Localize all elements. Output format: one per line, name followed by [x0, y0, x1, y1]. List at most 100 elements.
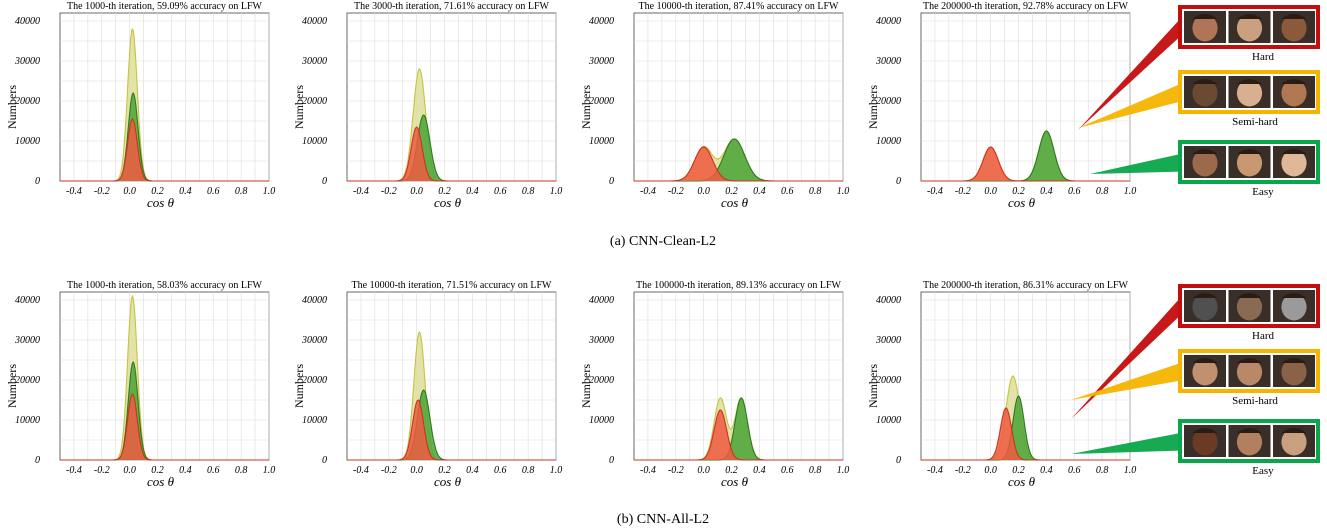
hair-shape [1192, 428, 1218, 433]
y-tick-label: 30000 [301, 335, 327, 346]
x-tick-label: 0.8 [1096, 465, 1109, 476]
y-tick-label: 10000 [15, 136, 40, 147]
hair-shape [1281, 428, 1307, 433]
y-axis-label: Numbers [292, 85, 306, 129]
caption-b: (b) CNN-All-L2 [617, 512, 709, 527]
x-tick-label: 0.4 [466, 186, 479, 197]
x-tick-label: 1.0 [263, 465, 276, 476]
x-tick-label: 0.4 [753, 465, 766, 476]
hair-shape [1192, 79, 1218, 84]
x-axis-label: cos θ [721, 474, 749, 489]
x-tick-label: 0.4 [753, 186, 766, 197]
hair-shape [1236, 293, 1263, 298]
x-tick-label: 0.2 [725, 186, 738, 197]
x-tick-label: 0.0 [984, 465, 997, 476]
subplot-r0-c0: The 1000-th iteration, 59.09% accuracy o… [5, 1, 275, 210]
x-tick-label: 1.0 [837, 465, 850, 476]
subplot-r0-c2: The 10000-th iteration, 87.41% accuracy … [579, 1, 849, 210]
x-tick-label: 0.6 [494, 465, 507, 476]
x-tick-label: -0.2 [955, 465, 971, 476]
face-shape [1281, 149, 1307, 177]
callout-pointer-easy [1090, 154, 1180, 174]
y-tick-label: 30000 [588, 335, 614, 346]
y-tick-label: 40000 [15, 16, 40, 27]
series-2-line [921, 146, 1130, 182]
x-tick-label: 0.2 [151, 186, 164, 197]
x-tick-label: -0.4 [640, 186, 656, 197]
y-tick-label: 10000 [589, 415, 614, 426]
x-tick-label: -0.2 [668, 465, 684, 476]
face-shape [1192, 293, 1218, 321]
y-tick-label: 40000 [589, 295, 614, 306]
face-shape [1192, 79, 1218, 107]
subplot-r1-c2: The 100000-th iteration, 89.13% accuracy… [579, 280, 849, 489]
x-tick-label: 0.6 [781, 186, 794, 197]
x-tick-label: 0.6 [781, 465, 794, 476]
x-tick-label: 1.0 [1124, 186, 1137, 197]
callout-pointer-semi-hard [1078, 84, 1180, 128]
y-tick-label: 40000 [876, 16, 901, 27]
x-axis-label: cos θ [434, 474, 462, 489]
y-tick-label: 20000 [302, 375, 327, 386]
callout-pointer-semi-hard [1071, 363, 1180, 400]
y-tick-label: 20000 [589, 96, 614, 107]
y-axis-label: Numbers [5, 364, 19, 408]
x-tick-label: 0.8 [809, 465, 822, 476]
x-tick-label: -0.2 [381, 465, 397, 476]
y-tick-label: 40000 [302, 295, 327, 306]
callout-label: Easy [1252, 186, 1274, 198]
x-tick-label: 0.2 [151, 465, 164, 476]
subplot-r0-c3: The 200000-th iteration, 92.78% accuracy… [866, 1, 1136, 210]
hair-shape [1281, 149, 1307, 154]
x-tick-label: -0.4 [66, 465, 82, 476]
subplot-title: The 200000-th iteration, 86.31% accuracy… [923, 280, 1128, 291]
subplot-title: The 200000-th iteration, 92.78% accuracy… [923, 1, 1128, 12]
face-shape [1281, 79, 1307, 107]
x-tick-label: 0.4 [466, 465, 479, 476]
x-tick-label: 0.6 [207, 465, 220, 476]
face-shape [1281, 14, 1307, 42]
hair-shape [1281, 79, 1307, 84]
y-tick-label: 0 [322, 176, 327, 187]
y-tick-label: 30000 [875, 335, 901, 346]
x-tick-label: -0.4 [66, 186, 82, 197]
y-tick-label: 40000 [15, 295, 40, 306]
x-tick-label: 0.0 [697, 465, 710, 476]
y-tick-label: 10000 [876, 415, 901, 426]
callout-pointer-hard [1071, 298, 1180, 419]
plot-area [346, 12, 557, 182]
hair-shape [1192, 358, 1218, 363]
x-axis-label: cos θ [434, 195, 462, 210]
hair-shape [1192, 293, 1218, 298]
y-tick-label: 0 [609, 176, 614, 187]
callout-label: Easy [1252, 465, 1274, 477]
subplot-title: The 1000-th iteration, 59.09% accuracy o… [67, 1, 262, 12]
y-tick-label: 30000 [301, 56, 327, 67]
x-tick-label: 0.0 [123, 465, 136, 476]
y-tick-label: 20000 [15, 375, 40, 386]
callout-pointer-hard [1078, 19, 1180, 130]
y-tick-label: 10000 [876, 136, 901, 147]
y-tick-label: 10000 [589, 136, 614, 147]
face-shape [1236, 428, 1263, 456]
callout-label: Semi-hard [1232, 395, 1278, 407]
series-2-line [634, 146, 843, 182]
callout-group-row-1: Hard Semi-hard Easy [1071, 284, 1320, 477]
x-tick-label: -0.4 [353, 186, 369, 197]
subplot-title: The 1000-th iteration, 58.03% accuracy o… [67, 280, 262, 291]
series-2-line [921, 407, 1130, 461]
hair-shape [1281, 14, 1307, 19]
subplot-r1-c1: The 10000-th iteration, 71.51% accuracy … [292, 280, 562, 489]
callout-label: Hard [1252, 330, 1274, 342]
callout-label: Hard [1252, 51, 1274, 63]
x-tick-label: -0.2 [94, 465, 110, 476]
face-shape [1192, 428, 1218, 456]
x-tick-label: 0.6 [494, 186, 507, 197]
x-axis-label: cos θ [1008, 474, 1036, 489]
face-shape [1236, 79, 1263, 107]
series-1-area [634, 139, 843, 181]
x-tick-label: 0.4 [179, 186, 192, 197]
plot-area [59, 12, 270, 182]
x-tick-label: 0.4 [1040, 186, 1053, 197]
